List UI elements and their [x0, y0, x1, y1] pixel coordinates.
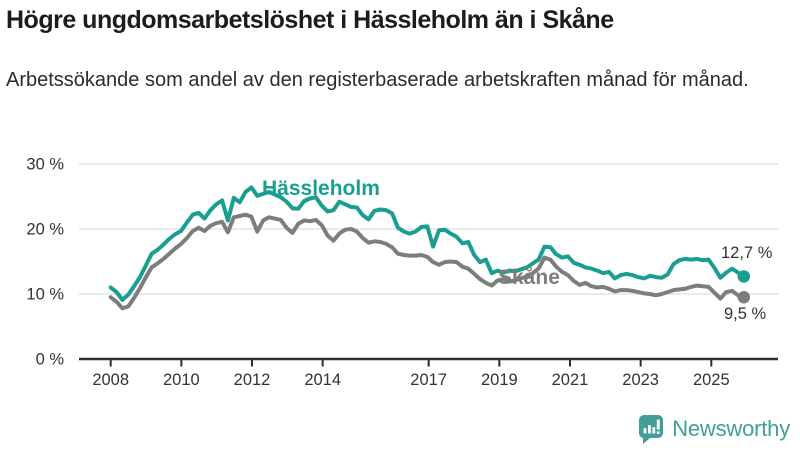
x-tick-label-2025: 2025: [693, 371, 730, 389]
series-line-hassleholm: [108, 185, 746, 302]
x-tick-label-2023: 2023: [622, 371, 659, 389]
x-tick-label-2008: 2008: [92, 371, 129, 389]
x-tick-label-2017: 2017: [410, 371, 447, 389]
chart-subtitle: Arbetssökande som andel av den registerb…: [6, 69, 749, 91]
x-tick-label-2010: 2010: [163, 371, 200, 389]
y-tick-label-10: 10 %: [26, 286, 64, 304]
y-tick-label-30: 30 %: [26, 156, 64, 174]
x-tick-label-2014: 2014: [304, 371, 341, 389]
newsworthy-speech-bubble-bar-chart-icon: [639, 414, 664, 444]
newsworthy-logo: Newsworthy: [639, 412, 790, 446]
series-end-dot-hassleholm: [737, 270, 751, 283]
y-tick-label-20: 20 %: [26, 221, 64, 239]
newsworthy-wordmark: Newsworthy: [672, 416, 790, 441]
x-tick-label-2021: 2021: [552, 371, 589, 389]
series-label-hassleholm: Hässleholm: [262, 177, 380, 200]
page-title: Högre ungdomsarbetslöshet i Hässleholm ä…: [6, 6, 614, 34]
end-value-label-hassleholm: 12,7 %: [721, 244, 773, 262]
series-label-skane: Skåne: [498, 266, 560, 289]
x-tick-label-2012: 2012: [234, 371, 271, 389]
series-line-skane: [108, 212, 746, 311]
y-tick-label-0: 0 %: [36, 351, 65, 369]
series-end-dot-skane: [737, 291, 751, 304]
x-tick-label-2019: 2019: [481, 371, 518, 389]
end-value-label-skane: 9,5 %: [724, 305, 767, 323]
